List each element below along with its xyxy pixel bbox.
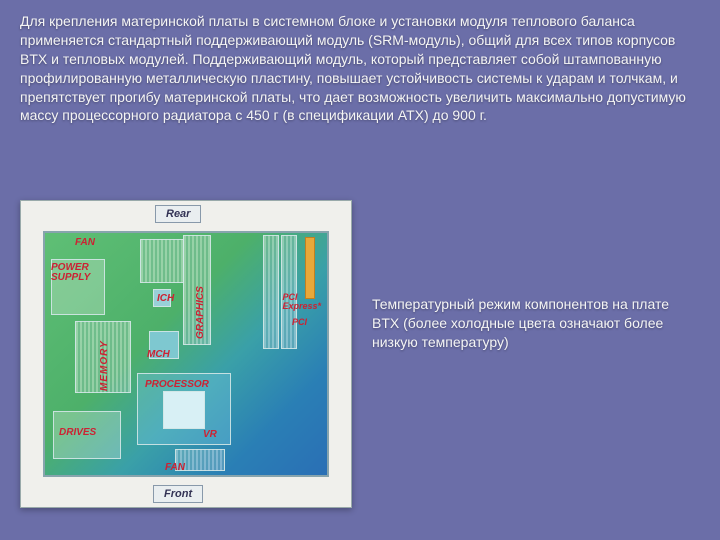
- label-vr: VR: [203, 429, 217, 440]
- label-drives: DRIVES: [59, 427, 96, 438]
- accent-bar: [305, 237, 315, 299]
- label-mch: MCH: [147, 349, 170, 360]
- label-memory: MEMORY: [99, 340, 110, 391]
- label-fan-bottom: FAN: [165, 462, 185, 473]
- label-processor: PROCESSOR: [145, 379, 209, 390]
- label-fan-top: FAN: [75, 237, 95, 248]
- block-ich-area: [140, 239, 184, 283]
- label-power-supply: POWERSUPPLY: [51, 263, 90, 283]
- main-paragraph: Для крепления материнской платы в систем…: [20, 12, 700, 125]
- figure-caption: Температурный режим компонентов на плате…: [372, 295, 700, 352]
- block-processor: [163, 391, 205, 429]
- label-pci: PCI: [292, 317, 307, 327]
- tag-rear: Rear: [155, 205, 201, 223]
- btx-thermal-diagram: Rear Front FAN POWERSUPPLY MEMORY DRIVES…: [20, 200, 352, 508]
- board-area: FAN POWERSUPPLY MEMORY DRIVES ICH GRAPHI…: [43, 231, 329, 477]
- tag-front: Front: [153, 485, 203, 503]
- block-slot-a: [263, 235, 279, 349]
- label-ich: ICH: [157, 293, 174, 304]
- label-graphics: GRAPHICS: [195, 286, 206, 339]
- label-pci-express: PCIExpress*: [282, 293, 321, 311]
